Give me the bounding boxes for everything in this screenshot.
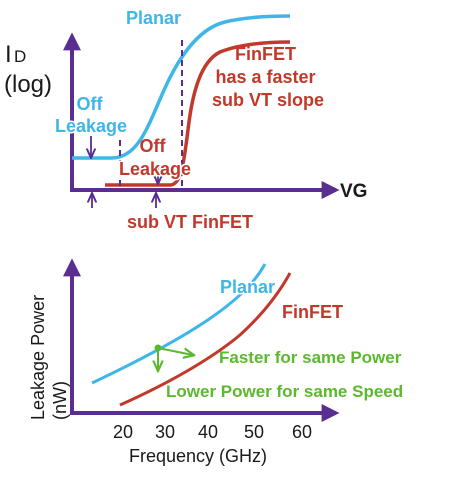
note-faster-same-power: Faster for same Power bbox=[219, 348, 402, 367]
finfet-label-line-3: sub VT slope bbox=[212, 90, 324, 110]
top-y-label-log: (log) bbox=[4, 71, 52, 98]
finfet-label-line-1: FinFET bbox=[235, 44, 296, 64]
bottom-finfet-curve bbox=[119, 272, 292, 407]
bottom-y-label-main: Leakage Power bbox=[28, 295, 48, 420]
x-tick-label: 20 bbox=[113, 422, 133, 442]
faster-arrow bbox=[157, 347, 193, 355]
off-leakage-planar-line-2: Leakage bbox=[55, 116, 127, 136]
x-tick-label: 60 bbox=[292, 422, 312, 442]
bottom-finfet-label: FinFET bbox=[282, 302, 343, 322]
finfet-label-line-2: has a faster bbox=[215, 67, 315, 87]
bottom-x-label: Frequency (GHz) bbox=[129, 446, 267, 466]
top-finfet-curve bbox=[105, 40, 291, 187]
top-planar-curve bbox=[72, 14, 291, 160]
off-leakage-finfet-label: Off Leakage bbox=[119, 136, 191, 179]
off-leakage-finfet-line-1: Off bbox=[139, 136, 166, 156]
note-lower-power-same-speed: Lower Power for same Speed bbox=[166, 382, 403, 401]
bottom-planar-label: Planar bbox=[220, 277, 275, 297]
x-tick-label: 50 bbox=[244, 422, 264, 442]
top-y-label-sub: D bbox=[14, 47, 26, 66]
top-finfet-label: FinFET has a faster sub VT slope bbox=[212, 44, 324, 110]
x-tick-label: 40 bbox=[198, 422, 218, 442]
top-planar-label: Planar bbox=[126, 8, 181, 28]
bottom-x-ticks: 20 30 40 50 60 bbox=[113, 422, 312, 442]
x-tick-label: 30 bbox=[155, 422, 175, 442]
top-x-label: VG bbox=[340, 181, 367, 202]
bottom-y-label-unit: (nW) bbox=[50, 381, 70, 420]
top-y-label-main: I bbox=[5, 41, 12, 68]
bottom-planar-curve bbox=[91, 263, 267, 385]
off-leakage-planar-label: Off Leakage bbox=[55, 94, 127, 136]
bottom-chart: Planar FinFET Faster for same Power Lowe… bbox=[28, 258, 403, 466]
top-chart: I D (log) VG Planar FinFET has a faster … bbox=[4, 8, 367, 232]
off-leakage-finfet-line-2: Leakage bbox=[119, 159, 191, 179]
off-leakage-planar-line-1: Off bbox=[76, 94, 103, 114]
sub-vt-finfet-label: sub VT FinFET bbox=[127, 212, 253, 232]
